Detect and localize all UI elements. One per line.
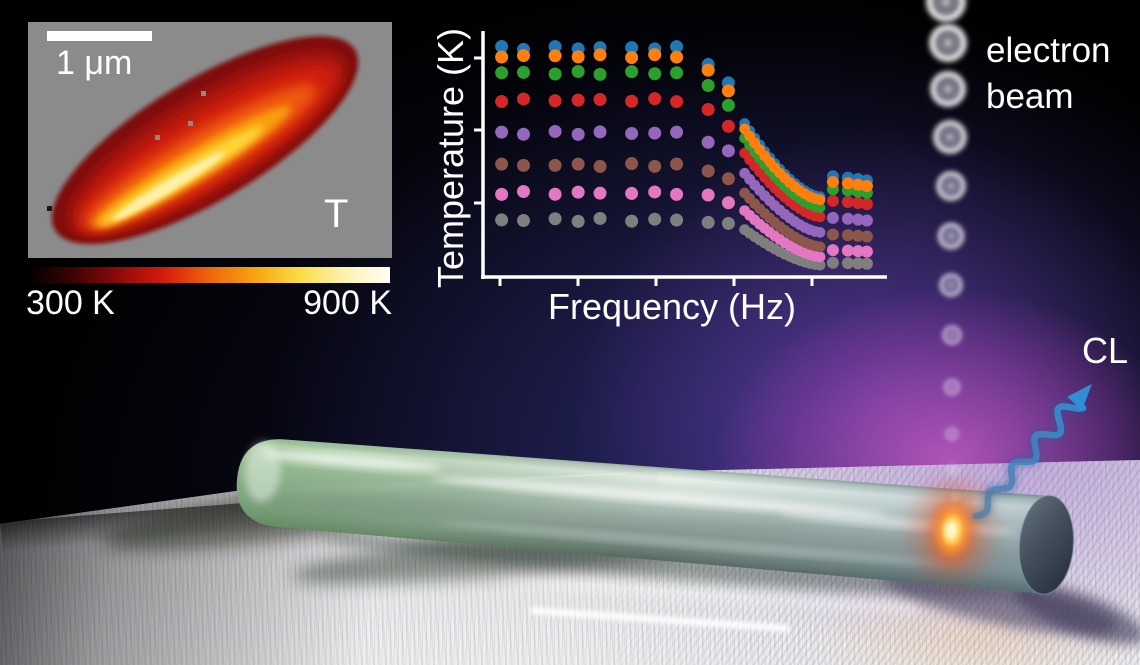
cl-label: CL: [1082, 330, 1129, 371]
nanowire-end-cap: [1018, 494, 1075, 596]
nanowire-glow-spot: [908, 478, 997, 583]
electron-beam-label-line1: electron: [986, 31, 1111, 70]
temperature-frequency-chart: [474, 31, 887, 286]
specular-highlight: [430, 477, 890, 516]
colorbar-max-label: 900 K: [303, 284, 392, 322]
cl-arrow: [971, 383, 1092, 521]
x-axis-label: Frequency (Hz): [547, 286, 797, 327]
thermal-map-blob: [47, 36, 359, 244]
electron-beam-label: electron beam: [986, 28, 1111, 120]
electron-beam-label-line2: beam: [986, 77, 1074, 116]
temperature-map-label: T: [324, 192, 349, 236]
colorbar: [28, 267, 390, 283]
scale-bar-label: 1 μm: [56, 44, 133, 82]
electron-beam-dots: [923, 0, 970, 502]
nanowire: [228, 439, 1075, 596]
scale-bar: [47, 31, 152, 41]
colorbar-min-label: 300 K: [26, 284, 115, 322]
y-axis-label: Temperature (K): [430, 27, 471, 289]
